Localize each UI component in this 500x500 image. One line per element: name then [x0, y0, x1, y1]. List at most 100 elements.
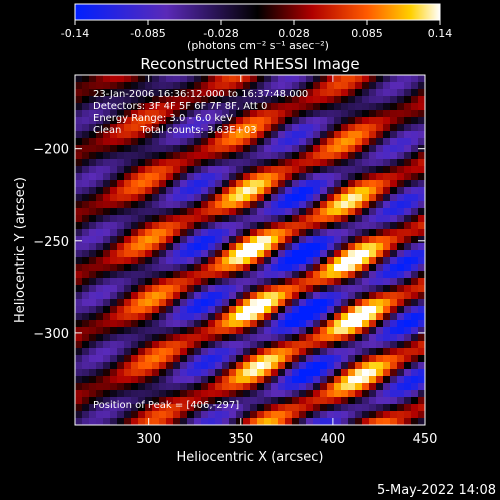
heatmap-cell	[173, 180, 181, 188]
heatmap-cell	[201, 180, 209, 188]
heatmap-cell	[285, 75, 293, 83]
heatmap-cell	[313, 75, 321, 83]
heatmap-cell	[362, 257, 370, 265]
heatmap-cell	[138, 418, 146, 426]
heatmap-cell	[313, 306, 321, 314]
heatmap-cell	[96, 404, 104, 412]
heatmap-cell	[131, 173, 139, 181]
heatmap-cell	[173, 117, 181, 125]
heatmap-cell	[341, 411, 349, 419]
heatmap-cell	[124, 131, 132, 139]
heatmap-cell	[369, 341, 377, 349]
heatmap-cell	[236, 201, 244, 209]
heatmap-cell	[194, 292, 202, 300]
heatmap-cell	[166, 215, 174, 223]
heatmap-cell	[390, 138, 398, 146]
heatmap-cell	[404, 89, 412, 97]
heatmap-cell	[131, 124, 139, 132]
heatmap-cell	[348, 369, 356, 377]
heatmap-cell	[250, 341, 258, 349]
heatmap-cell	[320, 117, 328, 125]
heatmap-cell	[285, 411, 293, 419]
heatmap-cell	[355, 306, 363, 314]
heatmap-cell	[187, 222, 195, 230]
heatmap-cell	[180, 327, 188, 335]
heatmap-cell	[131, 215, 139, 223]
heatmap-cell	[75, 264, 83, 272]
heatmap-cell	[110, 418, 118, 426]
heatmap-cell	[194, 390, 202, 398]
heatmap-cell	[369, 187, 377, 195]
heatmap-cell	[82, 124, 90, 132]
heatmap-cell	[208, 390, 216, 398]
heatmap-cell	[222, 201, 230, 209]
heatmap-cell	[334, 327, 342, 335]
heatmap-cell	[278, 355, 286, 363]
heatmap-cell	[271, 131, 279, 139]
heatmap-cell	[362, 173, 370, 181]
heatmap-cell	[299, 96, 307, 104]
heatmap-cell	[124, 313, 132, 321]
heatmap-cell	[383, 131, 391, 139]
heatmap-cell	[306, 390, 314, 398]
heatmap-cell	[411, 110, 419, 118]
heatmap-cell	[82, 152, 90, 160]
heatmap-cell	[376, 257, 384, 265]
heatmap-cell	[397, 334, 405, 342]
heatmap-cell	[145, 110, 153, 118]
heatmap-cell	[390, 215, 398, 223]
heatmap-cell	[243, 306, 251, 314]
heatmap-cell	[75, 327, 83, 335]
heatmap-cell	[159, 411, 167, 419]
heatmap-cell	[334, 306, 342, 314]
heatmap-cell	[278, 362, 286, 370]
heatmap-cell	[348, 187, 356, 195]
heatmap-cell	[124, 418, 132, 426]
heatmap-cell	[334, 166, 342, 174]
axis-ticks: 300 350 400 450−200−250−300	[33, 75, 437, 447]
heatmap-cell	[334, 292, 342, 300]
heatmap-cell	[271, 362, 279, 370]
heatmap-cell	[348, 327, 356, 335]
heatmap-cell	[96, 229, 104, 237]
heatmap-cell	[194, 180, 202, 188]
heatmap-cell	[82, 96, 90, 104]
heatmap-cell	[411, 250, 419, 258]
heatmap-cell	[369, 285, 377, 293]
heatmap-cell	[348, 264, 356, 272]
heatmap-cell	[376, 292, 384, 300]
heatmap-cell	[243, 229, 251, 237]
heatmap-cell	[103, 236, 111, 244]
heatmap-cell	[187, 82, 195, 90]
heatmap-cell	[173, 411, 181, 419]
heatmap-cell	[96, 201, 104, 209]
heatmap-cell	[327, 397, 335, 405]
heatmap-cell	[285, 166, 293, 174]
heatmap-cell	[320, 404, 328, 412]
heatmap-cell	[250, 327, 258, 335]
heatmap-cell	[82, 75, 90, 83]
heatmap-cell	[145, 292, 153, 300]
heatmap-cell	[411, 327, 419, 335]
heatmap-cell	[159, 285, 167, 293]
heatmap-cell	[306, 264, 314, 272]
heatmap-cell	[383, 362, 391, 370]
heatmap-cell	[355, 411, 363, 419]
heatmap-cell	[89, 299, 97, 307]
heatmap-cell	[117, 145, 125, 153]
heatmap-cell	[103, 159, 111, 167]
heatmap-cell	[313, 138, 321, 146]
heatmap-cell	[215, 369, 223, 377]
heatmap-cell	[355, 173, 363, 181]
heatmap-cell	[229, 96, 237, 104]
heatmap-cell	[180, 341, 188, 349]
heatmap-cell	[334, 159, 342, 167]
heatmap-cell	[418, 418, 426, 426]
heatmap-cell	[208, 124, 216, 132]
heatmap-cell	[348, 75, 356, 83]
heatmap-cell	[348, 173, 356, 181]
heatmap-cell	[208, 229, 216, 237]
heatmap-cell	[215, 117, 223, 125]
heatmap-cell	[215, 124, 223, 132]
heatmap-cell	[75, 166, 83, 174]
